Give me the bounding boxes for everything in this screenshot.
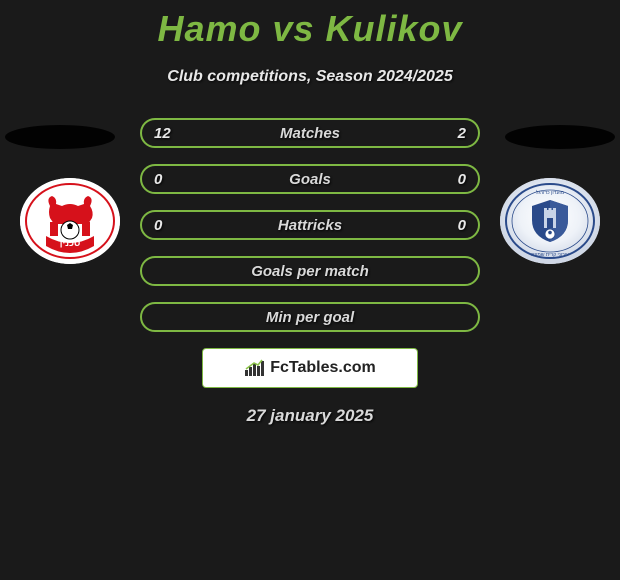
team-logo-right: מועדון כדורגל עירוני קרית שמונה — [500, 178, 600, 264]
player-shadow-right — [505, 125, 615, 149]
bar-goals-right-value: 0 — [458, 171, 466, 188]
svg-text:מועדון כדורגל: מועדון כדורגל — [536, 189, 565, 196]
date-label: 27 january 2025 — [0, 406, 620, 426]
bar-hattricks: 0 Hattricks 0 — [140, 210, 480, 240]
team-logo-right-svg: מועדון כדורגל עירוני קרית שמונה — [500, 178, 600, 264]
bar-hattricks-right-value: 0 — [458, 217, 466, 234]
comparison-bars: 12 Matches 2 0 Goals 0 0 Hattricks 0 Goa… — [140, 118, 480, 332]
bar-mpg-label: Min per goal — [142, 309, 478, 326]
bar-goals-per-match: Goals per match — [140, 256, 480, 286]
player-shadow-left — [5, 125, 115, 149]
page-title: Hamo vs Kulikov — [0, 0, 620, 50]
svg-text:סכנין: סכנין — [60, 238, 81, 248]
bar-hattricks-left-value: 0 — [154, 217, 162, 234]
bar-goals-label: Goals — [142, 171, 478, 188]
watermark: FcTables.com — [202, 348, 418, 388]
subtitle: Club competitions, Season 2024/2025 — [0, 68, 620, 86]
bar-matches-right-value: 2 — [458, 125, 466, 142]
bar-min-per-goal: Min per goal — [140, 302, 480, 332]
bar-goals-left-value: 0 — [154, 171, 162, 188]
svg-text:עירוני קרית שמונה: עירוני קרית שמונה — [531, 252, 569, 258]
bar-matches-label: Matches — [142, 125, 478, 142]
watermark-text: FcTables.com — [270, 359, 376, 377]
chart-icon — [244, 359, 266, 377]
bar-gpm-label: Goals per match — [142, 263, 478, 280]
bar-matches: 12 Matches 2 — [140, 118, 480, 148]
team-logo-left: סכנין — [20, 178, 120, 264]
bar-goals: 0 Goals 0 — [140, 164, 480, 194]
bar-hattricks-label: Hattricks — [142, 217, 478, 234]
team-logo-left-svg: סכנין — [20, 178, 120, 264]
bar-matches-left-value: 12 — [154, 125, 171, 142]
